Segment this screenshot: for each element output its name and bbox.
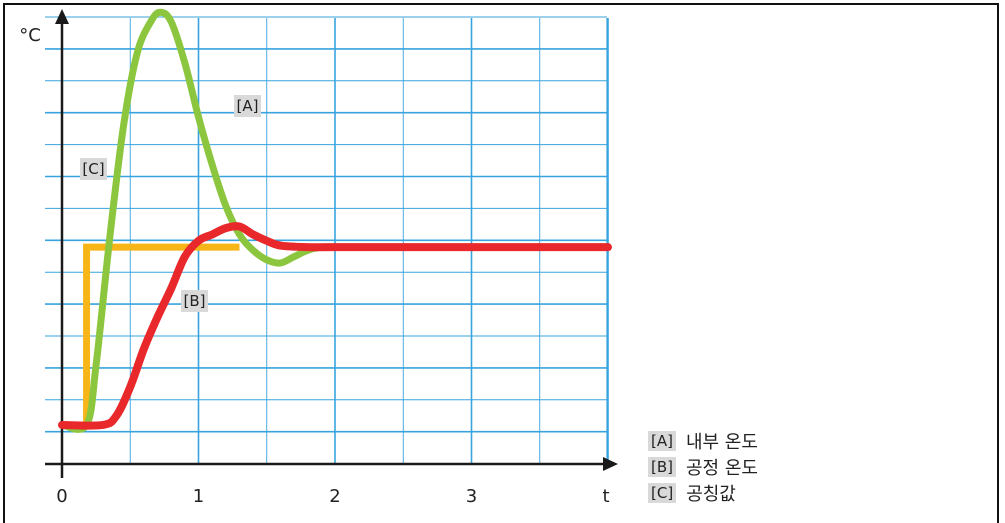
x-tick-label: 0 [56,486,67,507]
annotation-b-bg [181,290,208,312]
annotation-a: [A] [237,97,259,115]
temperature-chart: 0 1 2 3 t °C [A] [B] [C] [19,8,618,507]
legend-label-a: 내부 온도 [685,432,758,453]
legend-label-c: 공칭값 [686,484,736,505]
legend-item-a: [A] 내부 온도 [648,428,758,454]
annotation-c: [C] [82,160,104,178]
legend-item-c: [C] 공칭값 [648,480,758,506]
y-axis-label: °C [19,25,41,46]
legend-key-b: [B] [648,457,676,477]
x-axis-label: t [602,486,609,507]
legend-label-b: 공정 온도 [686,458,758,479]
x-axis-arrow [603,457,618,471]
series-line-b [58,222,612,430]
legend-key-c: [C] [648,483,677,503]
y-axis-arrow [55,9,69,24]
legend-item-b: [B] 공정 온도 [648,454,758,480]
legend-key-a: [A] [648,431,676,451]
x-tick-label: 3 [466,486,477,507]
figure-frame [3,3,999,523]
annotation-c-bg [80,158,107,180]
legend: [A] 내부 온도 [B] 공정 온도 [C] 공칭값 [648,428,758,506]
annotation-a-bg [234,95,261,117]
x-tick-label: 2 [329,486,340,507]
x-tick-label: 1 [193,486,204,507]
annotation-b: [B] [184,292,206,310]
series-line-a [58,8,339,433]
